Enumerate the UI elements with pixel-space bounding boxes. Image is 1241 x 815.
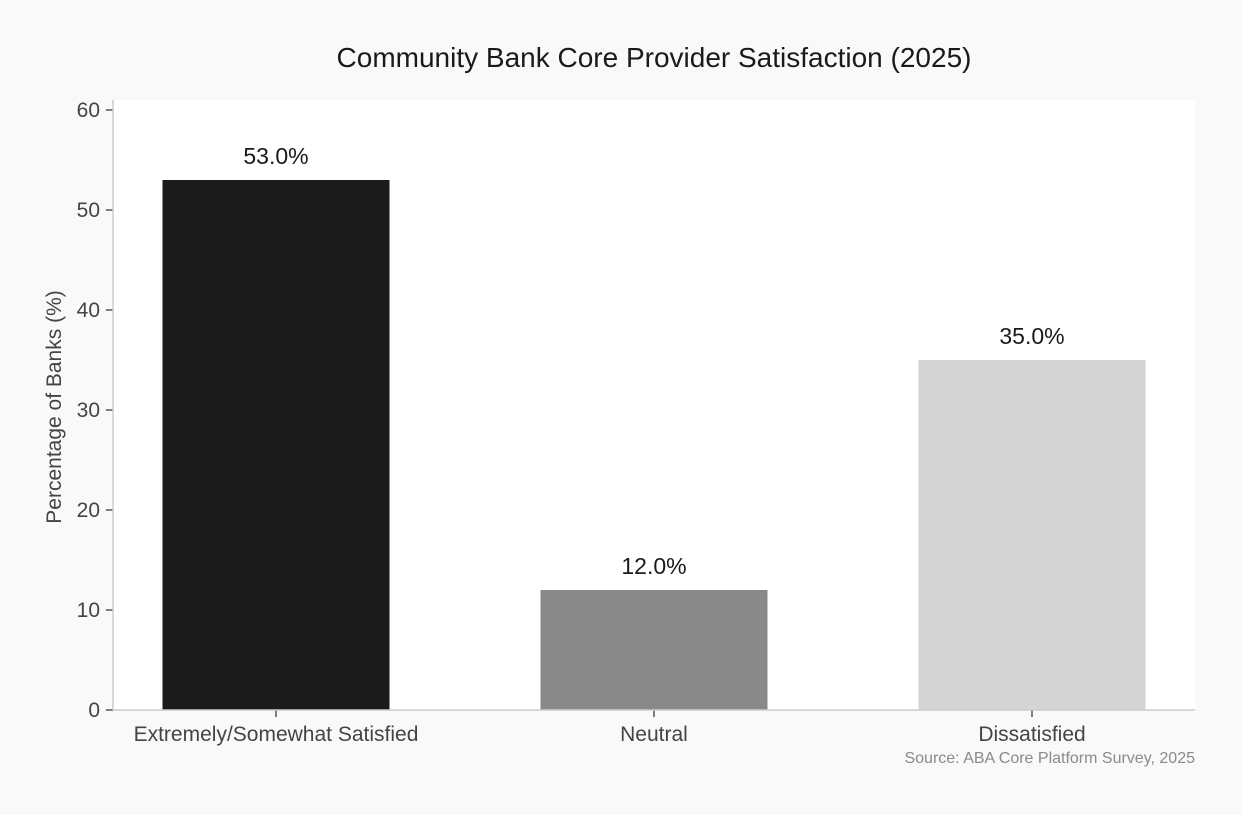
y-tick-label-5: 50 <box>77 199 100 222</box>
y-tick-label-4: 40 <box>77 299 100 322</box>
y-tick-label-2: 20 <box>77 499 100 522</box>
bar-value-label-0: 53.0% <box>243 143 308 169</box>
bar-value-labels: 53.0% 12.0% 35.0% <box>243 143 1064 579</box>
x-tick-label-2: Dissatisfied <box>978 723 1085 746</box>
y-axis-label: Percentage of Banks (%) <box>43 290 66 523</box>
bars <box>162 180 1146 710</box>
y-tick-label-3: 30 <box>77 399 100 422</box>
y-tick-label-0: 0 <box>88 699 100 722</box>
chart-title: Community Bank Core Provider Satisfactio… <box>337 42 972 73</box>
x-tick-label-1: Neutral <box>620 723 688 746</box>
bar-value-label-2: 35.0% <box>999 323 1064 349</box>
y-axis-ticks: 0 10 20 30 40 50 60 <box>77 99 113 722</box>
x-axis-ticks: Extremely/Somewhat Satisfied Neutral Dissa… <box>134 710 1086 746</box>
y-tick-label-6: 60 <box>77 99 100 122</box>
source-note: Source: ABA Core Platform Survey, 2025 <box>904 750 1195 767</box>
bar-1 <box>540 590 768 710</box>
bar-2 <box>918 360 1146 710</box>
bar-0 <box>162 180 390 710</box>
bar-value-label-1: 12.0% <box>621 553 686 579</box>
x-tick-label-0: Extremely/Somewhat Satisfied <box>134 723 419 746</box>
y-tick-label-1: 10 <box>77 599 100 622</box>
